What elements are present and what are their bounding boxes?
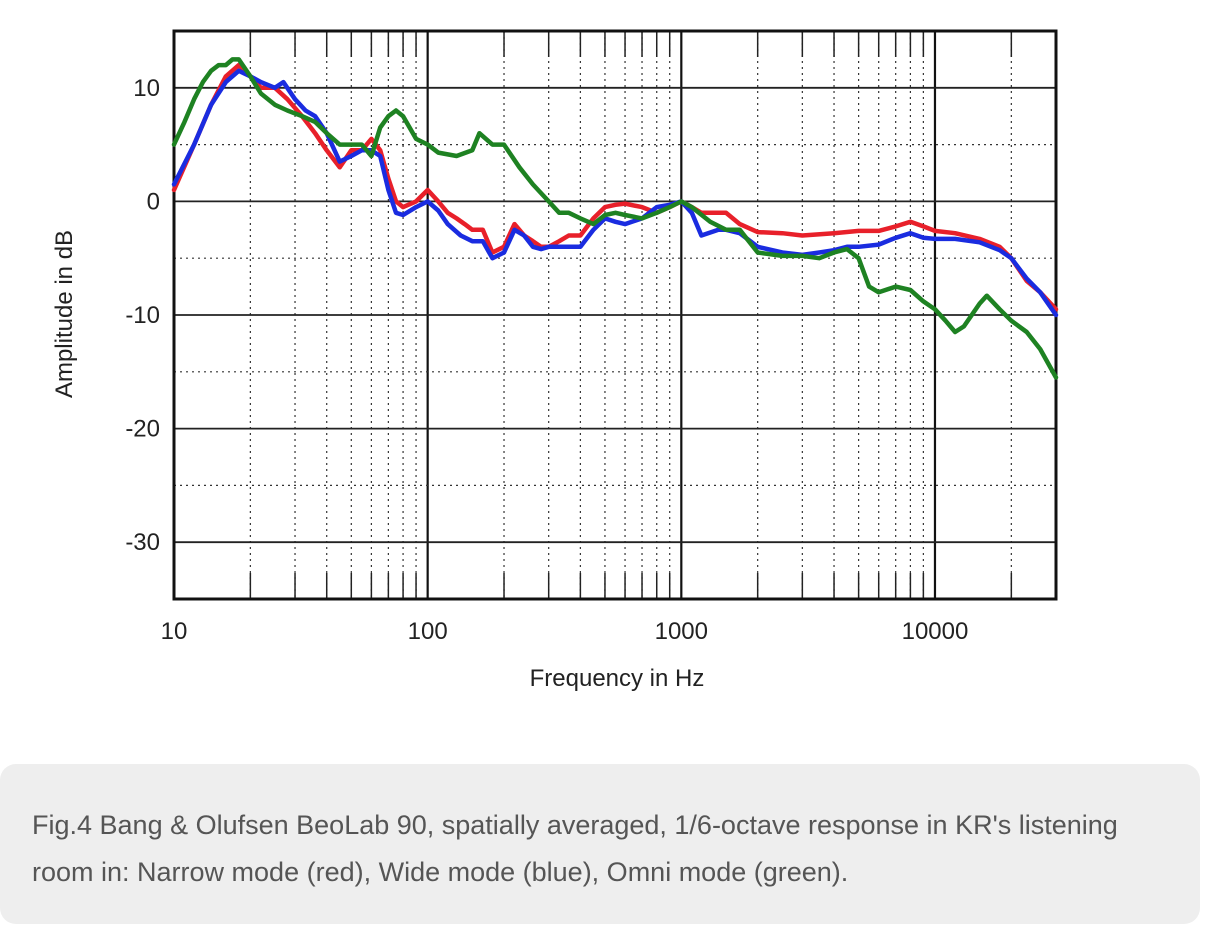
y-axis-title: Amplitude in dB: [51, 230, 78, 398]
x-tick-label: 1000: [655, 618, 708, 645]
y-tick-label: 0: [147, 188, 160, 215]
caption-box: Fig.4 Bang & Olufsen BeoLab 90, spatiall…: [0, 764, 1200, 924]
y-tick-label: 10: [133, 75, 160, 102]
y-tick-label: -30: [125, 529, 160, 556]
x-tick-label: 10000: [902, 618, 969, 645]
series-line-3: [171, 57, 1059, 380]
x-tick-label: 10: [161, 618, 188, 645]
y-tick-label: -20: [125, 416, 160, 443]
plot-area: [171, 29, 1059, 601]
y-tick-label: -10: [125, 302, 160, 329]
x-axis-title: Frequency in Hz: [530, 665, 705, 692]
x-tick-label: 100: [408, 618, 448, 645]
figure-caption: Fig.4 Bang & Olufsen BeoLab 90, spatiall…: [32, 810, 1118, 887]
